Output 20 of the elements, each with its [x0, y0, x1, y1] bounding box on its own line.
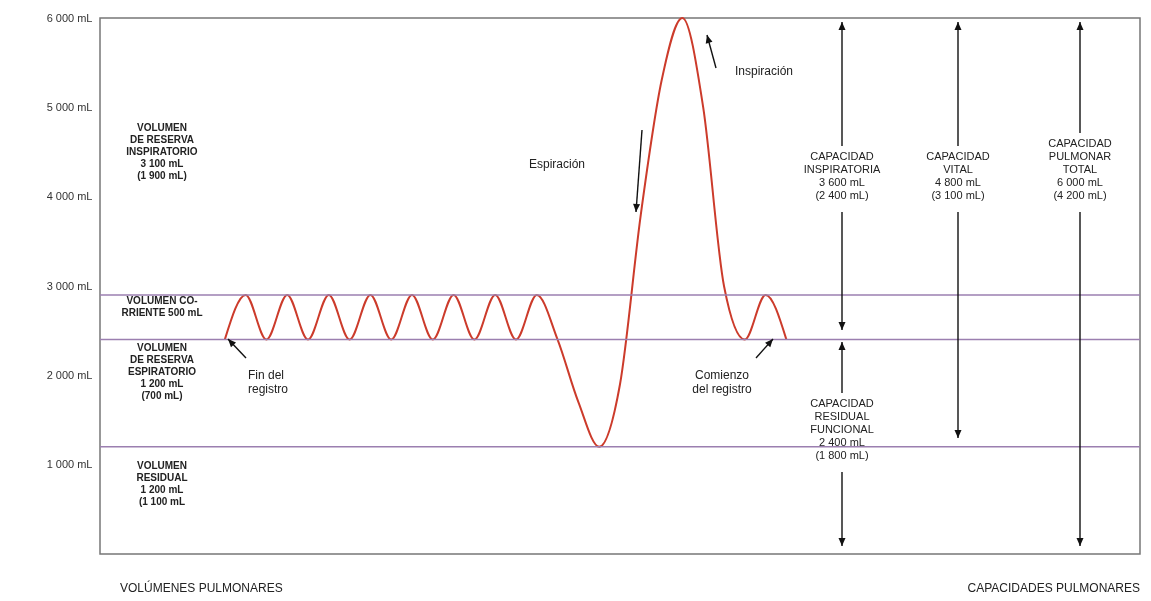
y-tick-label: 1 000 mL	[46, 458, 93, 471]
y-tick-label: 6 000 mL	[46, 11, 93, 24]
annotation: CAPACIDAD PULMONAR TOTAL 6 000 mL (4 200 mL)	[1048, 137, 1112, 201]
y-tick-label: 2 000 mL	[46, 368, 93, 381]
y-tick-label: 3 000 mL	[46, 279, 93, 292]
y-tick-label: 4 000 mL	[46, 190, 93, 203]
annotation: VOLUMEN CO- RRIENTE 500 mL	[121, 295, 203, 318]
annotation: CAPACIDAD RESIDUAL FUNCIONAL 2 400 mL (1 800 mL)	[810, 397, 874, 461]
annotation: VOLUMEN DE RESERVA ESPIRATORIO 1 200 mL (700 mL)	[128, 342, 197, 401]
annotation: Comienzo del registro	[692, 368, 752, 396]
annotation: CAPACIDAD VITAL 4 800 mL (3 100 mL)	[926, 150, 990, 201]
annotation: VOLUMEN RESIDUAL 1 200 mL (1 100 mL	[136, 460, 188, 507]
y-tick-label: 5 000 mL	[46, 100, 93, 113]
annotation: Inspiración	[735, 64, 794, 78]
text: VOLÚMENES PULMONARES	[120, 580, 283, 595]
text: CAPACIDADES PULMONARES	[967, 581, 1140, 595]
annotation: Espiración	[528, 157, 585, 171]
annotation: VOLUMEN DE RESERVA INSPIRATORIO 3 100 mL (1 900 mL)	[126, 122, 198, 181]
annotation: Fin del registro	[248, 368, 289, 396]
annotation: CAPACIDAD INSPIRATORIA 3 600 mL (2 400 mL)	[803, 150, 881, 201]
